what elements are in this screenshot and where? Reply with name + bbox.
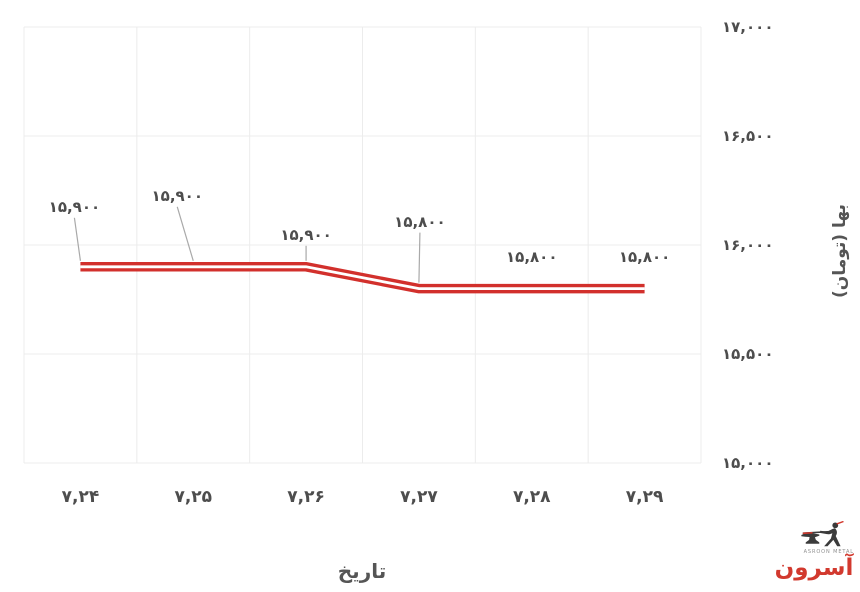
figure-body — [819, 528, 841, 547]
label-leader-line — [176, 206, 194, 261]
logo-wordmark: آسرون — [774, 555, 854, 581]
y-axis-title: بها (تومان) — [830, 204, 850, 298]
price-line-core — [80, 265, 645, 291]
rod-red-tip — [802, 531, 813, 535]
blacksmith-anvil-icon — [801, 521, 844, 547]
label-leader-line — [73, 217, 82, 261]
logo-latin-text: ASROON METAL — [803, 549, 854, 555]
label-leader-line — [418, 232, 421, 283]
anvil-shape — [801, 533, 820, 544]
red-bandana — [836, 521, 844, 525]
x-axis-title: تاریخ — [337, 559, 387, 583]
asroon-logo: ASROON METAL آسرون — [770, 521, 858, 581]
